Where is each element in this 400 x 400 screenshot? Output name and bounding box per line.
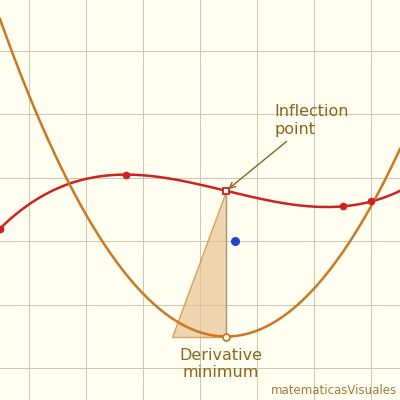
Text: matematicasVisuales: matematicasVisuales: [271, 384, 397, 397]
Polygon shape: [172, 191, 226, 336]
Text: Inflection
point: Inflection point: [230, 104, 349, 188]
Text: Derivative
minimum: Derivative minimum: [179, 348, 262, 380]
